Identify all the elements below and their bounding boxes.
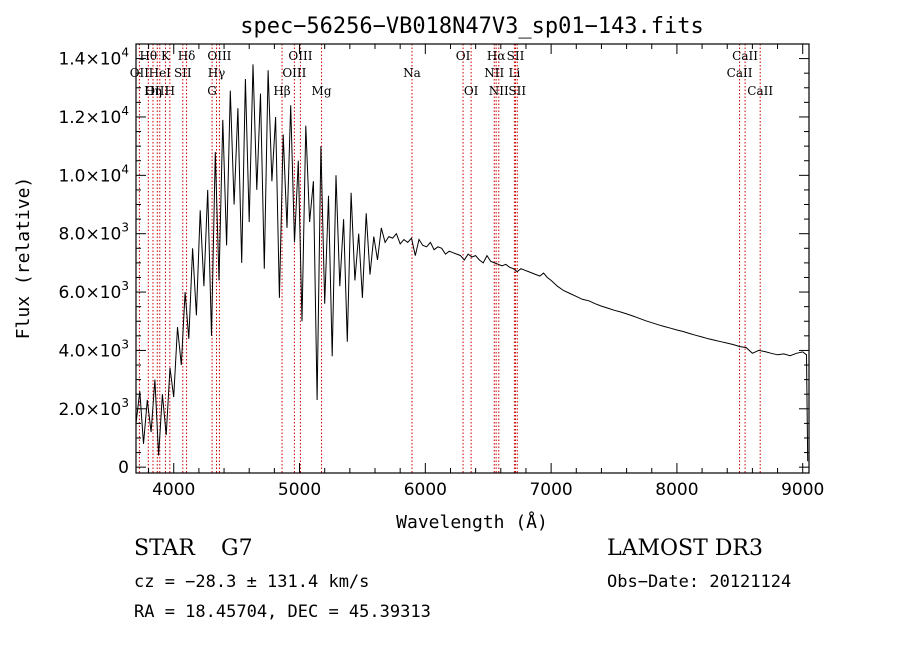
classification: STAR G7 [134, 536, 253, 561]
line-label-3: K [161, 49, 171, 63]
y-axis-label: Flux (relative) [13, 177, 34, 340]
line-label-7: Hδ [178, 49, 196, 63]
y-tick-label-6: 1.2×104 [58, 104, 129, 128]
object-class: STAR [134, 536, 195, 561]
line-label-25: CaII [732, 49, 758, 63]
line-label-19: Hα [487, 49, 506, 63]
line-label-9: OIII [207, 49, 231, 63]
x-tick-label-3: 7000 [529, 480, 572, 500]
line-label-2: OIII [145, 84, 169, 98]
y-tick-label-1: 2.0×103 [58, 396, 129, 420]
x-axis-ticks: 4000 5000 6000 7000 8000 9000 [148, 44, 824, 500]
line-label-20: SII [507, 49, 525, 63]
y-tick-label-2: 4.0×103 [58, 337, 129, 361]
line-label-15: Mg [312, 84, 332, 98]
survey-name: LAMOST DR3 [607, 536, 763, 561]
y-tick-label-0: 0 [118, 458, 129, 478]
x-tick-label-5: 9000 [781, 480, 824, 500]
x-tick-label-2: 6000 [404, 480, 447, 500]
x-tick-label-0: 4000 [152, 480, 195, 500]
line-label-12: OIII [288, 49, 312, 63]
spectrum-line [135, 64, 809, 462]
line-label-23: NII [489, 84, 509, 98]
line-label-0: Hθ [139, 49, 157, 63]
line-label-18: OI [464, 84, 479, 98]
y-tick-label-7: 1.4×104 [58, 46, 129, 70]
line-label-14: Hβ [273, 84, 290, 98]
redshift-text: cz = −28.3 ± 131.4 km/s [134, 572, 370, 592]
y-tick-label-5: 1.0×104 [58, 162, 129, 186]
spectral-line-markers [138, 44, 761, 473]
line-label-27: CaII [747, 84, 773, 98]
line-label-6: H [165, 84, 175, 98]
y-axis-ticks: 0 2.0×103 4.0×103 6.0×103 8.0×103 1.0×104 1.2×… [58, 46, 809, 478]
x-tick-label-4: 8000 [655, 480, 698, 500]
y-tick-label-4: 8.0×103 [58, 221, 129, 245]
chart-title: spec−56256−VB018N47V3_sp01−143.fits [240, 14, 704, 39]
line-label-17: OI [456, 49, 471, 63]
line-label-26: CaII [727, 66, 753, 80]
coordinates: RA = 18.45704, DEC = 45.39313 [134, 602, 431, 622]
y-tick-label-3: 6.0×103 [58, 279, 129, 303]
line-label-5: Hη [144, 84, 162, 98]
line-label-13: OIII [282, 66, 306, 80]
line-label-4: HeI [149, 66, 172, 80]
line-label-21: NII [484, 66, 504, 80]
line-label-16: Na [403, 66, 421, 80]
line-label-10: Hγ [208, 66, 226, 80]
line-label-22: Li [508, 66, 520, 80]
x-axis-label: Wavelength (Å) [396, 511, 548, 533]
line-label-8: SII [174, 66, 192, 80]
line-label-24: SII [508, 84, 526, 98]
obs-date: Obs−Date: 20121124 [607, 572, 792, 592]
subclass: G7 [221, 536, 253, 561]
plot-frame [135, 43, 810, 474]
x-tick-label-1: 5000 [278, 480, 321, 500]
line-label-11: G [207, 84, 217, 98]
